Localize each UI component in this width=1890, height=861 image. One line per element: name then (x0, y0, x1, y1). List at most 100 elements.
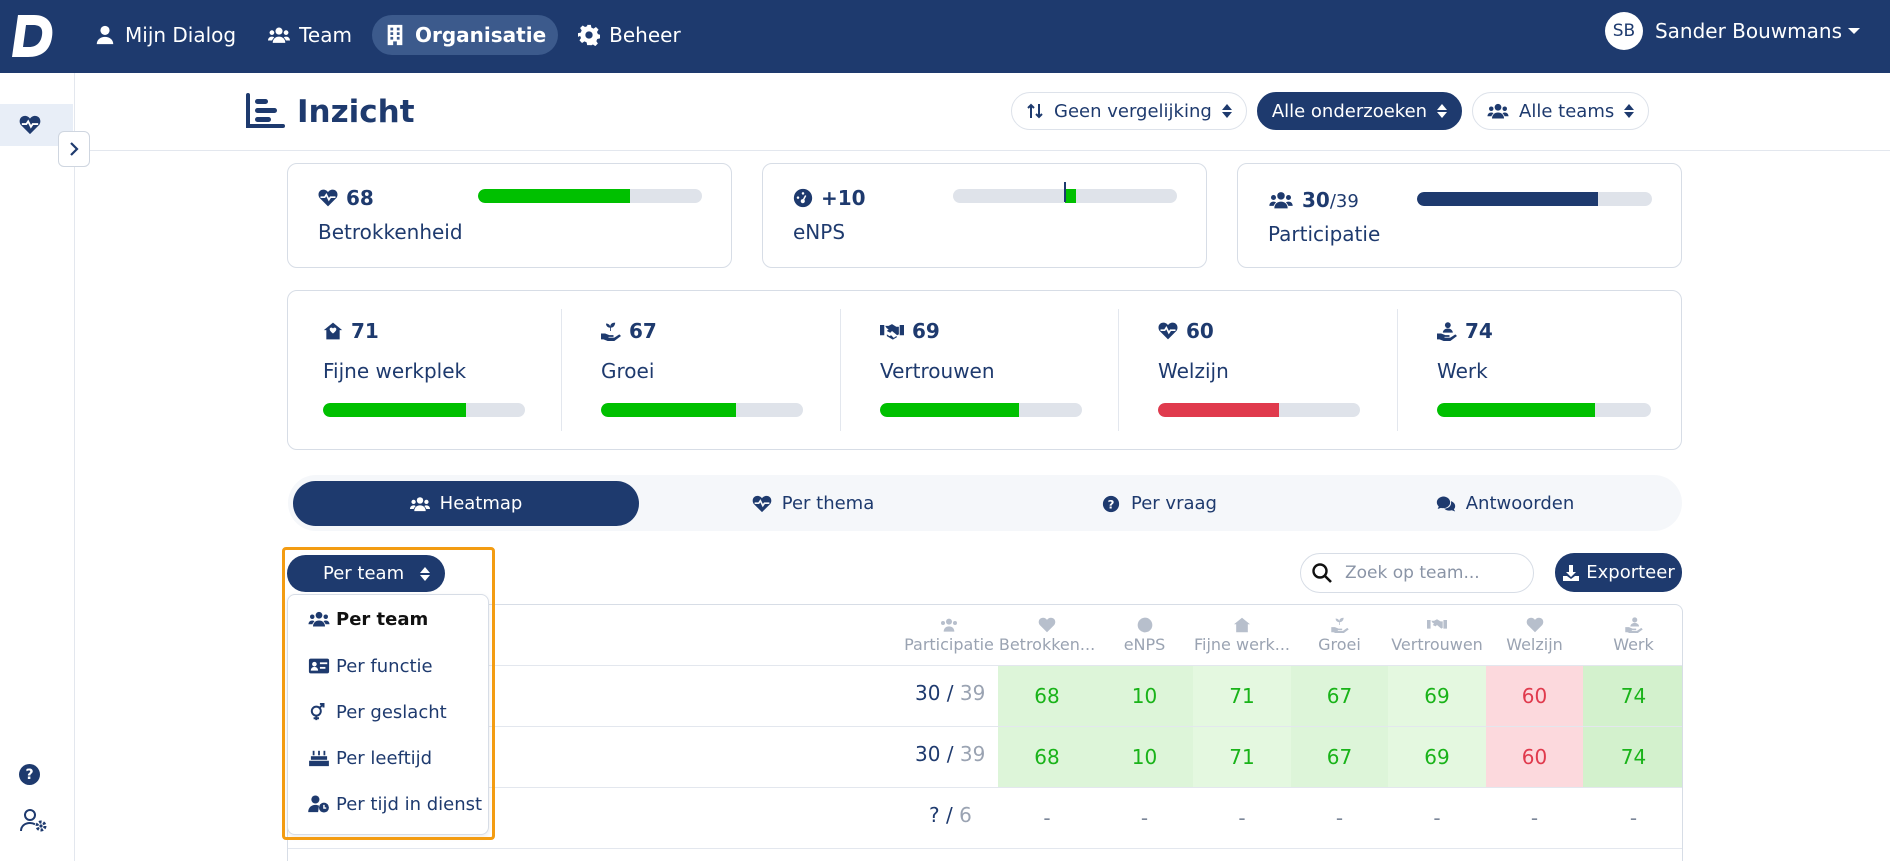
table-cell[interactable]: 74 (1583, 727, 1682, 787)
sidebar-item-insight[interactable] (0, 104, 73, 146)
select-arrows-icon (420, 566, 431, 581)
theme-label: Vertrouwen (880, 359, 995, 383)
column-label: Vertrouwen (1391, 634, 1483, 654)
row-divider (288, 787, 1682, 788)
table-cell: - (1140, 806, 1149, 830)
table-cell[interactable]: 69 (1388, 666, 1486, 726)
table-cell[interactable]: 10 (1096, 666, 1193, 726)
survey-select[interactable]: Alle onderzoeken (1256, 92, 1463, 130)
user-menu[interactable]: SB Sander Bouwmans (1604, 12, 1860, 50)
nav-beheer[interactable]: Beheer (566, 15, 693, 55)
tab-per-vraag[interactable]: ? Per vraag (986, 481, 1332, 526)
main-nav: Mijn Dialog Team Organisatie Beheer (82, 15, 693, 55)
option-label: Per leeftijd (336, 747, 433, 769)
column-label: Fijne werk... (1193, 634, 1291, 654)
row-divider (288, 848, 1682, 849)
column-header-groei[interactable]: Groei (1291, 605, 1388, 665)
tab-antwoorden[interactable]: Antwoorden (1332, 481, 1678, 526)
table-cell[interactable]: 68 (998, 727, 1096, 787)
svg-text:?: ? (1108, 497, 1115, 511)
user-name: Sander Bouwmans (1654, 19, 1842, 43)
tab-label: Per thema (781, 493, 875, 514)
users-icon (1487, 103, 1509, 119)
kpi-number: +10 (821, 186, 866, 210)
gear-icon (578, 24, 601, 46)
theme-label: Groei (601, 359, 655, 383)
grouping-select[interactable]: Per team (287, 555, 445, 592)
grouping-option-per-team[interactable]: Per team (308, 605, 428, 633)
table-cell[interactable]: 71 (1193, 727, 1291, 787)
sidebar-expand-button[interactable] (58, 131, 90, 167)
nav-team[interactable]: Team (256, 15, 364, 55)
grouping-option-per-tijd-in-dienst[interactable]: Per tijd in dienst (308, 790, 482, 818)
kpi-label: Betrokkenheid (318, 220, 463, 244)
chart-bar-icon (246, 93, 285, 128)
column-header-betrokkenheid[interactable]: Betrokken... (998, 605, 1096, 665)
table-cell[interactable]: 71 (1193, 666, 1291, 726)
theme-label: Fijne werkplek (323, 359, 467, 383)
column-header-fijne-werkplek[interactable]: Fijne werk... (1193, 605, 1291, 665)
comparison-select[interactable]: Geen vergelijking (1011, 92, 1247, 130)
progress-fill (601, 403, 737, 417)
table-cell[interactable]: 67 (1291, 666, 1388, 726)
theme-number: 60 (1186, 319, 1214, 343)
participation-total: 39 (959, 742, 986, 766)
dialog-logo[interactable] (12, 13, 54, 59)
team-search[interactable]: Zoek op team... (1300, 553, 1534, 593)
column-header-welzijn[interactable]: Welzijn (1486, 605, 1583, 665)
select-arrows-icon (1221, 104, 1232, 118)
theme-number: 74 (1465, 319, 1493, 343)
building-icon (387, 24, 403, 46)
participation-total: 39 (959, 681, 986, 705)
help-icon[interactable]: ? (19, 764, 40, 785)
column-header-participatie[interactable]: Participatie (900, 605, 998, 665)
users-icon (308, 611, 330, 627)
nav-mijn-dialog[interactable]: Mijn Dialog (82, 15, 248, 55)
progress-fill (880, 403, 1020, 417)
page-title: Inzicht (245, 93, 415, 131)
kpi-total: /39 (1329, 191, 1359, 212)
theme-number: 67 (629, 319, 657, 343)
table-cell[interactable]: 10 (1096, 727, 1193, 787)
hand-seedling-icon (601, 322, 621, 341)
theme-number: 69 (912, 319, 940, 343)
grouping-option-per-geslacht[interactable]: Per geslacht (308, 698, 447, 726)
divider (1397, 309, 1398, 431)
nav-organisatie[interactable]: Organisatie (371, 15, 559, 55)
column-header-vertrouwen[interactable]: Vertrouwen (1388, 605, 1486, 665)
table-cell[interactable]: 74 (1583, 666, 1682, 726)
table-cell[interactable]: 67 (1291, 727, 1388, 787)
user-settings-icon[interactable] (20, 808, 48, 832)
grouping-option-per-leeftijd[interactable]: Per leeftijd (308, 744, 432, 772)
grouping-option-per-functie[interactable]: Per functie (308, 652, 433, 680)
search-input[interactable]: Zoek op team... (1345, 563, 1480, 583)
kpi-value: 68 (318, 186, 374, 210)
nav-label: Team (299, 23, 352, 47)
participation-cell: 30 / 39 (915, 681, 986, 705)
engagement-progress-bar (478, 189, 702, 203)
theme-value: 60 (1158, 319, 1214, 343)
nav-label: Organisatie (414, 23, 547, 47)
chevron-down-icon (1848, 28, 1860, 34)
participation-count: 30 (915, 742, 941, 766)
gender-icon (310, 703, 325, 721)
tab-heatmap[interactable]: Heatmap (293, 481, 639, 526)
export-button[interactable]: Exporteer (1555, 553, 1682, 592)
table-cell[interactable]: 60 (1486, 666, 1583, 726)
table-cell[interactable]: 69 (1388, 727, 1486, 787)
grouping-selected-label: Per team (323, 563, 405, 584)
heart-pulse-icon (1158, 322, 1178, 340)
table-cell[interactable]: 68 (998, 666, 1096, 726)
comparison-label: Geen vergelijking (1054, 100, 1212, 122)
enps-zero-marker (1064, 182, 1066, 202)
column-header-werk[interactable]: Werk (1583, 605, 1682, 665)
participation-count: 30 (915, 681, 941, 705)
column-header-enps[interactable]: eNPS (1096, 605, 1193, 665)
themes-card: 71 Fijne werkplek 67 Groei 69 Vertrouwen… (287, 290, 1682, 450)
divider (561, 309, 562, 431)
tab-per-thema[interactable]: Per thema (640, 481, 986, 526)
table-cell[interactable]: 60 (1486, 727, 1583, 787)
question-circle-icon: ? (1102, 495, 1120, 512)
users-icon (1269, 192, 1293, 209)
team-select[interactable]: Alle teams (1472, 92, 1650, 130)
